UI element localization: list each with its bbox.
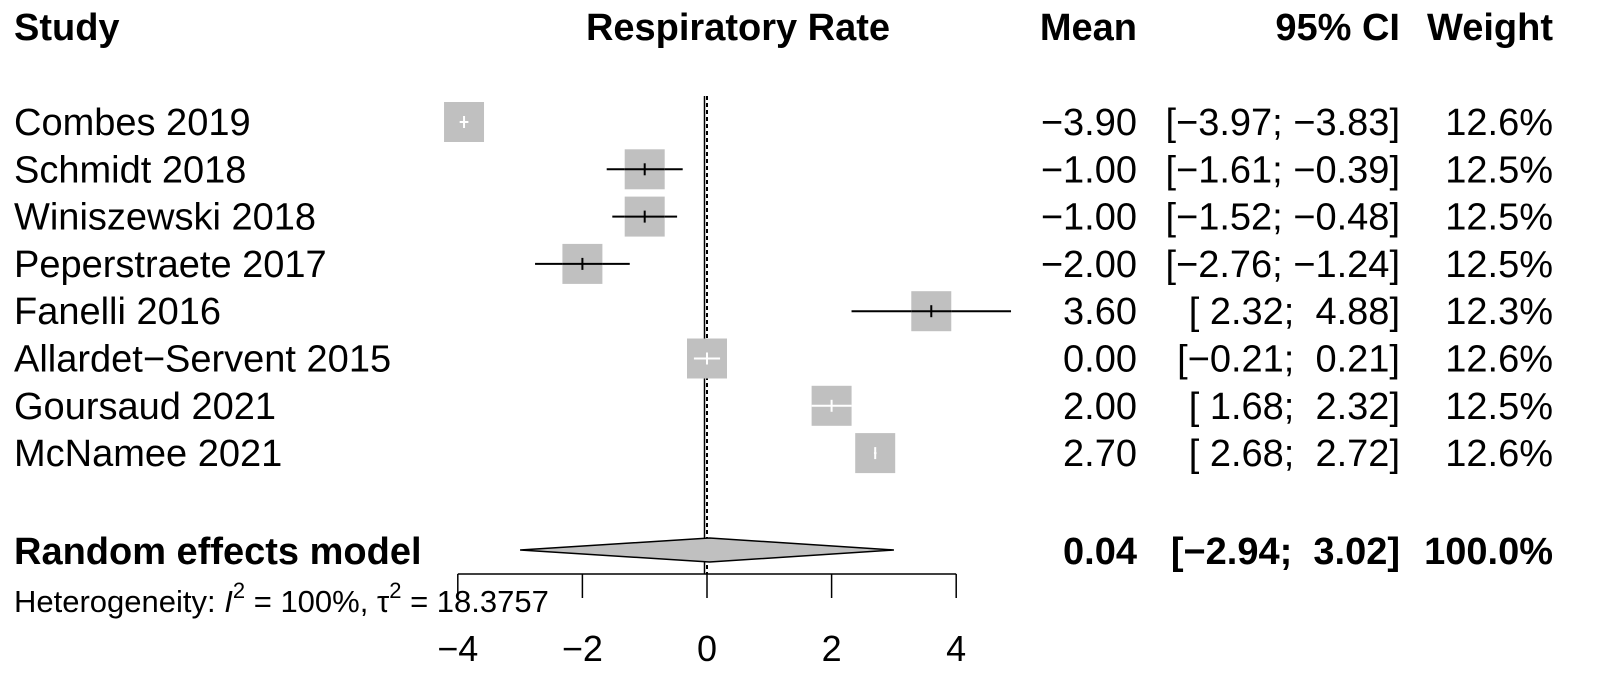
study-ci: [−2.76; −1.24] (1165, 244, 1400, 286)
study-mean: −3.90 (1041, 102, 1137, 144)
study-row: Schmidt 2018 −1.00 [−1.61; −0.39] 12.5% (14, 149, 1553, 191)
study-weight: 12.3% (1445, 291, 1553, 333)
study-weight: 12.5% (1445, 386, 1553, 428)
header-mean: Mean (1040, 7, 1137, 49)
study-mean: 0.00 (1063, 339, 1137, 381)
study-weight: 12.6% (1445, 102, 1553, 144)
axis-tick-label: −4 (437, 628, 478, 669)
x-axis: −4 −2 0 2 4 (437, 573, 966, 669)
study-rows: Combes 2019 −3.90 [−3.97; −3.83] 12.6% Schmi… (14, 102, 1553, 475)
summary-mean: 0.04 (1063, 531, 1137, 573)
summary-ci: [−2.94; 3.02] (1171, 531, 1400, 573)
study-name: Peperstraete 2017 (14, 244, 327, 286)
study-weight: 12.5% (1445, 197, 1553, 239)
i2-value: = 100%, (245, 584, 377, 619)
header-effect: Respiratory Rate (586, 7, 890, 49)
axis-tick-label: 0 (697, 628, 717, 669)
study-name: Fanelli 2016 (14, 291, 221, 333)
study-ci: [−3.97; −3.83] (1165, 102, 1400, 144)
study-row: Fanelli 2016 3.60 [ 2.32; 4.88] 12.3% (14, 291, 1553, 333)
study-name: Goursaud 2021 (14, 386, 276, 428)
study-mean: −2.00 (1041, 244, 1137, 286)
study-weight: 12.6% (1445, 433, 1553, 475)
heterogeneity-prefix: Heterogeneity: (14, 584, 224, 619)
summary-weight: 100.0% (1424, 531, 1553, 573)
study-row: McNamee 2021 2.70 [ 2.68; 2.72] 12.6% (14, 433, 1553, 475)
study-ci: [−1.61; −0.39] (1165, 149, 1400, 191)
header-ci: 95% CI (1275, 7, 1400, 49)
study-ci: [−1.52; −0.48] (1165, 197, 1400, 239)
i2-superscript: 2 (233, 578, 245, 603)
study-weight: 12.5% (1445, 244, 1553, 286)
study-row: Winiszewski 2018 −1.00 [−1.52; −0.48] 12.5% (14, 196, 1553, 239)
study-mean: −1.00 (1041, 149, 1137, 191)
study-name: Winiszewski 2018 (14, 197, 316, 239)
study-ci: [ 2.68; 2.72] (1189, 433, 1400, 475)
study-name: McNamee 2021 (14, 433, 282, 475)
study-name: Allardet−Servent 2015 (14, 339, 391, 381)
summary-label: Random effects model (14, 531, 422, 573)
study-row: Combes 2019 −3.90 [−3.97; −3.83] 12.6% (14, 102, 1553, 144)
study-row: Allardet−Servent 2015 0.00 [−0.21; 0.21] 12… (14, 338, 1553, 381)
study-weight: 12.6% (1445, 339, 1553, 381)
tau-value: = 18.3757 (401, 584, 548, 619)
study-ci: [ 2.32; 4.88] (1189, 291, 1400, 333)
header-weight: Weight (1427, 7, 1553, 49)
tau-superscript: 2 (389, 578, 401, 603)
study-ci: [ 1.68; 2.32] (1189, 386, 1400, 428)
heterogeneity-text: Heterogeneity: I2 = 100%, τ2 = 18.3757 (14, 578, 549, 619)
study-mean: −1.00 (1041, 197, 1137, 239)
study-mean: 2.00 (1063, 386, 1137, 428)
i2-symbol: I (224, 584, 233, 619)
header-study: Study (14, 7, 120, 49)
study-weight: 12.5% (1445, 149, 1553, 191)
study-mean: 3.60 (1063, 291, 1137, 333)
study-ci: [−0.21; 0.21] (1177, 339, 1400, 381)
axis-tick-label: 2 (822, 628, 842, 669)
study-mean: 2.70 (1063, 433, 1137, 475)
axis-tick-label: −2 (562, 628, 603, 669)
study-name: Schmidt 2018 (14, 149, 246, 191)
summary-diamond (520, 537, 894, 563)
study-name: Combes 2019 (14, 102, 251, 144)
axis-tick-label: 4 (946, 628, 966, 669)
study-row: Peperstraete 2017 −2.00 [−2.76; −1.24] 12.5… (14, 243, 1553, 286)
study-row: Goursaud 2021 2.00 [ 1.68; 2.32] 12.5% (14, 385, 1553, 428)
tau-symbol: τ (377, 584, 389, 619)
